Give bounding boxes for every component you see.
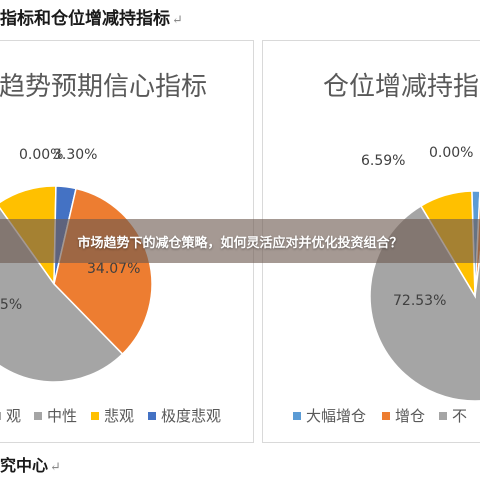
top-heading: 指标和仓位增减持指标 ↵ — [0, 4, 183, 34]
legend-swatch — [382, 412, 390, 420]
data-label: 35% — [0, 297, 22, 313]
data-label: 0.00% — [429, 145, 473, 161]
chart-title: 趋势预期信心指标 — [0, 72, 207, 102]
legend-label: 大幅增仓 — [306, 407, 366, 425]
data-label: 6.59% — [361, 153, 405, 169]
legend-swatch — [91, 412, 99, 420]
legend-label: 增仓 — [395, 407, 425, 425]
legend-swatch — [0, 412, 1, 420]
top-heading-text: 指标和仓位增减持指标 — [0, 9, 170, 29]
bottom-heading: 究中心 ↵ — [0, 452, 61, 476]
return-mark-icon: ↵ — [172, 13, 183, 28]
legend-swatch — [293, 412, 301, 420]
legend-label: 中性 — [47, 407, 77, 425]
legend-label: 不 — [452, 407, 467, 425]
data-label: 72.53% — [393, 293, 446, 309]
legend-label: 观 — [6, 407, 21, 425]
chart-title: 仓位增减持指 — [323, 72, 479, 102]
legend-swatch — [34, 412, 42, 420]
data-label: 34.07% — [87, 261, 140, 277]
bottom-heading-text: 究中心 — [0, 456, 49, 475]
return-mark-icon: ↵ — [50, 460, 61, 475]
legend-swatch — [148, 412, 156, 420]
legend-label: 悲观 — [104, 407, 134, 425]
legend-swatch — [439, 412, 447, 420]
banner-title: 市场趋势下的减仓策略，如何灵活应对并优化投资组合？ — [77, 235, 403, 251]
data-label: 0.00% — [19, 147, 63, 163]
data-label: 3.30% — [53, 147, 97, 163]
legend-label: 极度悲观 — [161, 407, 221, 425]
article-banner[interactable]: 市场趋势下的减仓策略，如何灵活应对并优化投资组合？ — [0, 219, 480, 263]
